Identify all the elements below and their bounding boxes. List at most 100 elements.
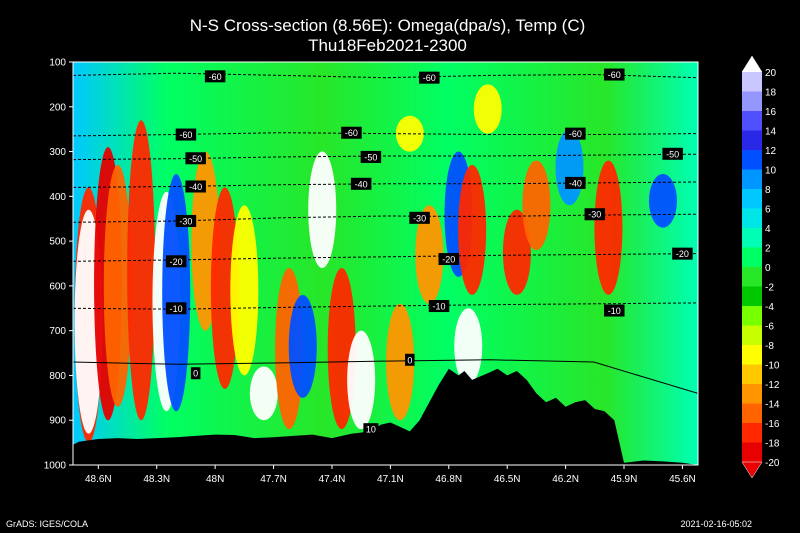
contour-label-text: 10	[366, 425, 376, 435]
omega-cell	[522, 160, 551, 251]
omega-cell	[458, 164, 487, 295]
omega-cell	[415, 205, 444, 304]
omega-cell	[127, 120, 156, 421]
contour-label: -20	[165, 255, 187, 268]
colorbar-swatch	[742, 384, 762, 404]
contour-label-text: -30	[413, 213, 426, 223]
colorbar-label: 0	[765, 263, 771, 274]
x-tick-label: 47.1N	[377, 474, 404, 485]
colorbar-label: -4	[765, 302, 774, 313]
x-tick-label: 46.8N	[435, 474, 462, 485]
contour-label-text: -40	[569, 178, 582, 188]
contour-label: 0	[405, 353, 415, 366]
contour-label-text: -40	[355, 179, 368, 189]
x-tick-label: 47.4N	[319, 474, 346, 485]
omega-cell	[454, 308, 483, 385]
contour-label-text: -60	[209, 72, 222, 82]
contour-label: -10	[165, 302, 187, 315]
colorbar-label: -6	[765, 322, 774, 333]
contour-label: -20	[438, 253, 460, 266]
y-tick-label: 1000	[44, 461, 67, 472]
contour-label: -30	[175, 214, 197, 227]
x-tick-label: 45.9N	[611, 474, 638, 485]
colorbar-label: -16	[765, 419, 780, 430]
contour-label-text: -10	[170, 304, 183, 314]
omega-cell	[308, 151, 337, 268]
contour-label: -50	[360, 150, 382, 163]
isotherm-line	[73, 302, 698, 310]
isotherm-line	[73, 253, 698, 262]
colorbar-swatch	[742, 345, 762, 365]
y-axis: 100 200 300 400 500 600 700 800 900 1000	[44, 58, 73, 472]
colorbar-swatch	[742, 130, 762, 150]
contour-label: -40	[350, 177, 372, 190]
omega-cell	[103, 164, 132, 407]
contour-label: -40	[565, 176, 586, 189]
omega-cell	[473, 84, 502, 134]
omega-cell	[230, 205, 259, 376]
chart-subtitle: Thu18Feb2021-2300	[308, 36, 467, 55]
x-tick-label: 47.7N	[260, 474, 287, 485]
omega-cell	[288, 294, 317, 398]
contour-label-text: -50	[189, 154, 202, 164]
y-tick-label: 900	[49, 416, 66, 427]
colorbar-label: -2	[765, 283, 774, 294]
contour-label: 10	[363, 423, 379, 436]
colorbar: 20181614121086420-2-4-6-8-10-12-14-16-18…	[741, 55, 780, 479]
contour-label-text: -50	[364, 152, 377, 162]
contour-label-text: -20	[442, 255, 455, 265]
contour-label: -60	[419, 71, 440, 84]
contour-label-text: -60	[569, 129, 582, 139]
footer-credit: GrADS: IGES/COLA	[6, 519, 89, 529]
isotherm-line	[73, 181, 698, 188]
contour-label-text: -40	[189, 182, 202, 192]
colorbar-swatch	[742, 423, 762, 443]
colorbar-label: 12	[765, 146, 777, 157]
colorbar-swatch	[742, 403, 762, 423]
y-tick-label: 100	[49, 58, 66, 69]
x-tick-label: 48N	[206, 474, 224, 485]
chart-title: N-S Cross-section (8.56E): Omega(dpa/s),…	[189, 16, 586, 35]
contour-labels: -60 -60 -60 -60 -60 -60 -50 -50 -50 -40 -40 -40 -30 -…	[165, 68, 693, 436]
terrain	[73, 368, 698, 465]
contour-label-text: -20	[170, 257, 183, 267]
omega-field	[73, 62, 698, 465]
contour-label-text: -60	[179, 130, 192, 140]
x-tick-label: 46.2N	[552, 474, 579, 485]
colorbar-label: 14	[765, 127, 777, 138]
contour-label-text: 0	[407, 355, 412, 365]
colorbar-swatch	[742, 72, 762, 92]
isotherm-line	[73, 132, 698, 137]
contour-label: -30	[409, 211, 430, 224]
x-axis: 48.6N 48.3N 48N 47.7N 47.4N 47.1N 46.8N 46.5N 46…	[85, 465, 696, 485]
colorbar-swatch	[742, 91, 762, 111]
contour-label: -60	[175, 128, 197, 141]
isotherm-line	[73, 72, 698, 79]
colorbar-label: -14	[765, 400, 780, 411]
isotherm-line	[73, 153, 698, 161]
colorbar-swatch	[742, 208, 762, 228]
terrain-mask	[73, 368, 698, 465]
colorbar-swatch	[742, 169, 762, 189]
colorbar-label: -20	[765, 458, 780, 469]
plot-frame	[72, 61, 699, 466]
colorbar-label: 6	[765, 205, 771, 216]
colorbar-swatch	[742, 442, 762, 462]
y-tick-label: 500	[49, 237, 66, 248]
x-tick-label: 48.3N	[143, 474, 170, 485]
contour-label: -10	[604, 304, 625, 317]
colorbar-label: 10	[765, 166, 777, 177]
colorbar-swatch	[742, 286, 762, 306]
contour-label: -50	[185, 152, 206, 165]
colorbar-swatch	[742, 325, 762, 345]
colorbar-label: 4	[765, 224, 771, 235]
contour-label: -60	[565, 127, 586, 140]
colorbar-top-arrow	[741, 55, 763, 73]
contour-label-text: -60	[608, 70, 621, 80]
colorbar-label: 16	[765, 107, 777, 118]
y-tick-label: 300	[49, 147, 66, 158]
omega-cell	[594, 160, 623, 295]
omega-cell	[347, 330, 376, 430]
contour-label-text: -20	[676, 249, 689, 259]
